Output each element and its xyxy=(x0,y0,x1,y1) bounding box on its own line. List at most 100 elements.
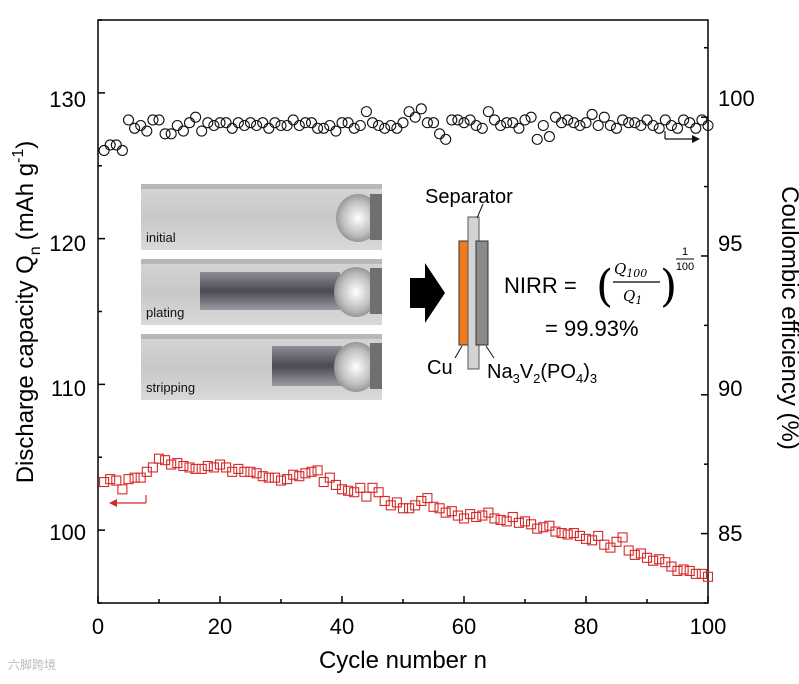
cu-label: Cu xyxy=(427,357,453,379)
capacity-point xyxy=(294,471,305,482)
y-left-title-sub: n xyxy=(27,246,44,255)
efficiency-point xyxy=(354,119,366,132)
efficiency-point xyxy=(110,139,122,151)
efficiency-point xyxy=(665,119,677,132)
efficiency-point xyxy=(549,111,562,123)
capacity-point xyxy=(648,555,659,566)
efficiency-point xyxy=(598,111,610,123)
efficiency-point xyxy=(385,119,397,132)
capacity-point xyxy=(117,484,128,495)
capacity-point xyxy=(428,501,439,512)
capacity-point xyxy=(99,476,110,488)
capacity-point xyxy=(214,459,226,470)
efficiency-point xyxy=(525,111,537,123)
capacity-point xyxy=(489,513,500,524)
capacity-point xyxy=(263,472,274,483)
capacity-point xyxy=(312,465,323,476)
efficiency-point xyxy=(556,117,568,129)
efficiency-point xyxy=(342,117,354,129)
process-arrow xyxy=(410,263,445,323)
efficiency-point xyxy=(269,117,281,129)
capacity-point xyxy=(672,565,683,576)
efficiency-axis-arrow xyxy=(664,131,700,143)
capacity-point xyxy=(343,485,354,496)
formula-numerator: Q100 xyxy=(614,260,647,280)
efficiency-point xyxy=(244,117,257,129)
inset-photo-initial xyxy=(141,184,382,250)
efficiency-point xyxy=(415,103,427,115)
capacity-point xyxy=(690,568,701,579)
efficiency-point xyxy=(348,122,360,134)
efficiency-point xyxy=(263,122,275,134)
capacity-point xyxy=(385,500,396,511)
svg-text:): ) xyxy=(660,261,677,312)
y-right-tick-label: 95 xyxy=(718,231,742,256)
efficiency-point xyxy=(129,122,141,134)
efficiency-point xyxy=(427,117,440,129)
efficiency-point xyxy=(678,114,690,126)
cell-schematic xyxy=(454,203,495,370)
efficiency-point xyxy=(293,119,305,132)
efficiency-point xyxy=(116,144,128,157)
efficiency-point xyxy=(305,117,318,129)
efficiency-point xyxy=(391,122,403,134)
capacity-point xyxy=(196,463,207,474)
efficiency-point xyxy=(690,122,702,134)
formula-exponent-den: 100 xyxy=(676,261,694,273)
efficiency-point xyxy=(299,117,311,129)
efficiency-point xyxy=(604,119,616,132)
capacity-point xyxy=(178,460,189,472)
efficiency-point xyxy=(629,117,641,129)
capacity-point xyxy=(483,507,494,518)
capacity-point xyxy=(190,463,201,474)
cathode-label: Na3V2(PO4)3 xyxy=(487,361,597,386)
photo-label-stripping: stripping xyxy=(146,380,195,395)
photo-label-initial: initial xyxy=(146,230,176,245)
efficiency-point xyxy=(586,108,598,120)
capacity-point xyxy=(556,527,567,539)
efficiency-point xyxy=(519,114,531,126)
capacity-point xyxy=(172,458,183,469)
y-left-title-unit: (mAh g xyxy=(12,163,39,240)
efficiency-point xyxy=(409,111,421,123)
efficiency-point xyxy=(635,119,647,132)
y-right-tick-label: 85 xyxy=(718,521,742,546)
efficiency-point xyxy=(659,114,671,126)
efficiency-point xyxy=(196,125,208,137)
capacity-point xyxy=(184,462,195,473)
efficiency-point xyxy=(482,106,494,118)
capacity-point xyxy=(153,453,165,464)
formula-result: = 99.93% xyxy=(545,316,639,341)
x-tick-labels: 0 20 40 60 80 100 xyxy=(92,614,726,639)
efficiency-point xyxy=(318,122,330,134)
capacity-point xyxy=(300,468,311,479)
efficiency-point xyxy=(641,114,653,126)
x-tick-label: 20 xyxy=(208,614,232,639)
capacity-point xyxy=(306,466,317,477)
x-tick-label: 60 xyxy=(452,614,476,639)
capacity-point xyxy=(495,514,506,525)
capacity-point xyxy=(397,503,409,514)
y-right-axis-title: Coulombic efficiency (%) xyxy=(776,186,799,450)
efficiency-point xyxy=(312,122,324,134)
capacity-point xyxy=(147,462,158,473)
efficiency-point xyxy=(476,122,488,134)
efficiency-point xyxy=(592,119,604,132)
efficiency-point xyxy=(165,128,177,140)
capacity-point xyxy=(275,475,287,486)
efficiency-point xyxy=(208,119,220,132)
y-left-tick-labels: 100 110 120 130 xyxy=(49,87,86,545)
efficiency-point xyxy=(610,122,623,134)
y-left-axis-title: Discharge capacity Qn (mAh g-1) xyxy=(10,141,44,484)
efficiency-point xyxy=(580,117,592,129)
capacity-point xyxy=(538,522,549,533)
y-right-tick-labels: 85 90 95 100 xyxy=(718,86,755,546)
efficiency-point xyxy=(122,114,135,126)
efficiency-point xyxy=(104,139,116,151)
y-left-title-close: ) xyxy=(12,141,39,149)
capacity-point xyxy=(269,472,280,483)
capacity-point xyxy=(471,511,482,523)
x-axis-title: Cycle number n xyxy=(319,647,487,674)
y-left-tick-label: 120 xyxy=(49,231,86,256)
capacity-point xyxy=(324,472,335,483)
